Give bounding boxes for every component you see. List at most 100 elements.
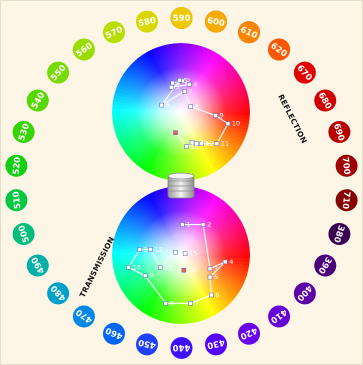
measurement-point — [177, 78, 182, 83]
point-number: 6 — [215, 291, 219, 299]
measurement-point — [180, 222, 185, 227]
measurement-point — [207, 266, 213, 272]
measurement-point — [181, 267, 187, 273]
measurement-point — [148, 247, 153, 252]
point-number: 8 — [195, 103, 199, 111]
measurement-point — [158, 265, 163, 270]
measurement-point — [182, 251, 188, 256]
point-number: 5 — [214, 273, 218, 281]
wavelength-badge: 420 — [238, 322, 261, 345]
measurement-point — [188, 301, 193, 306]
wavelength-badge: 470 — [72, 305, 95, 328]
measurement-point — [222, 259, 228, 265]
point-number: 3 — [175, 83, 179, 91]
point-number: 15 — [189, 250, 197, 258]
wavelength-badge: 520 — [5, 154, 28, 177]
point-number: 16 — [188, 266, 196, 274]
wavelength-label: 440 — [173, 342, 191, 352]
wavelength-label: 590 — [173, 14, 191, 24]
wavelength-badge: 620 — [268, 38, 291, 61]
point-number: 1 — [177, 79, 181, 87]
measurement-point — [163, 301, 169, 306]
measurement-point — [225, 121, 231, 126]
wavelength-badge: 700 — [335, 154, 358, 177]
wavelength-badge: 530 — [12, 121, 35, 144]
wavelength-badge: 590 — [170, 7, 193, 29]
point-number: 1 — [186, 221, 190, 229]
point-number: 14 — [200, 140, 208, 148]
point-number: 13 — [196, 138, 204, 146]
point-number: 13 — [164, 263, 172, 271]
filter-disc-stack — [167, 172, 195, 199]
measurement-point — [126, 265, 131, 270]
point-number: 2 — [186, 77, 190, 85]
measurement-point — [142, 273, 148, 278]
wavelength-badge: 440 — [170, 337, 193, 359]
measurement-point — [159, 102, 164, 108]
wavelength-label: 600 — [206, 16, 226, 29]
wavelength-badge: 510 — [5, 189, 28, 212]
point-number: 10 — [232, 120, 240, 128]
measurement-point — [213, 113, 218, 118]
wavelength-ring: 6306406506606706806907007103803904004104… — [5, 7, 358, 359]
measurement-point — [173, 130, 178, 135]
measurement-point — [199, 141, 204, 146]
point-number: 7 — [195, 299, 199, 307]
measurement-point — [184, 144, 189, 149]
wavelength-badge: 380 — [328, 222, 351, 245]
wavelength-badge: 690 — [328, 121, 351, 144]
point-number: 4 — [193, 80, 197, 88]
point-number: 12 — [155, 246, 163, 254]
measurement-point — [207, 274, 213, 280]
wavelength-badge: 430 — [205, 333, 228, 356]
measurement-point — [170, 80, 175, 86]
wavelength-badge: 560 — [72, 38, 95, 61]
point-number: 2 — [207, 221, 211, 229]
wavelength-badge: 600 — [205, 10, 228, 33]
wavelength-label: 700 — [340, 157, 352, 176]
transmission-label: TRANSMISSION — [78, 235, 116, 299]
point-number: 9 — [149, 272, 153, 280]
measurement-point — [173, 249, 178, 255]
wavelength-badge: 540 — [26, 89, 49, 112]
wavelength-badge: 480 — [47, 282, 70, 305]
point-number: 16 — [180, 129, 188, 137]
point-number: 6 — [166, 101, 170, 109]
measurement-point — [187, 82, 192, 87]
wavelength-label: 710 — [340, 191, 352, 210]
measurement-point — [188, 104, 193, 109]
point-path — [128, 224, 226, 304]
wavelength-badge: 450 — [135, 333, 158, 356]
measurement-point — [200, 222, 206, 227]
point-number: 3 — [214, 265, 218, 273]
wavelength-badge: 460 — [102, 322, 125, 345]
wavelength-badge: 410 — [268, 305, 291, 328]
point-number: 7 — [188, 87, 192, 95]
point-number: 11 — [144, 246, 152, 254]
wavelength-badge: 580 — [135, 10, 158, 33]
point-number: 4 — [229, 258, 233, 266]
reflection-label: REFLECTION — [276, 93, 309, 145]
measurement-point — [209, 292, 214, 298]
wavelength-badge: 680 — [314, 89, 337, 112]
wavelength-badge: 550 — [47, 61, 70, 84]
point-number: 10 — [133, 263, 141, 271]
wavelength-label: 430 — [206, 337, 226, 350]
wavelength-label: 450 — [137, 337, 157, 350]
measurement-point — [137, 247, 142, 252]
measurement-point — [214, 141, 220, 146]
point-number: 9 — [220, 112, 224, 120]
wavelength-badge: 610 — [238, 21, 261, 44]
wavelength-label: 510 — [11, 191, 23, 210]
measurement-point — [169, 84, 174, 90]
wavelength-badge: 670 — [293, 61, 316, 84]
wavelength-badge: 500 — [12, 222, 35, 245]
wavelength-badge: 390 — [314, 254, 337, 277]
point-number: 12 — [206, 140, 214, 148]
wavelength-badge: 570 — [102, 21, 125, 44]
point-number: 11 — [221, 140, 229, 148]
